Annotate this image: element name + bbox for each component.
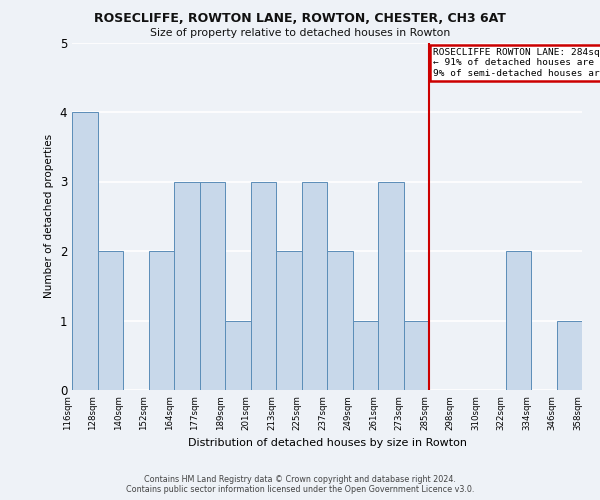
Text: Contains HM Land Registry data © Crown copyright and database right 2024.
Contai: Contains HM Land Registry data © Crown c… — [126, 474, 474, 494]
Bar — [353, 320, 378, 390]
Bar — [97, 251, 123, 390]
X-axis label: Distribution of detached houses by size in Rowton: Distribution of detached houses by size … — [187, 438, 467, 448]
Bar — [557, 320, 582, 390]
Bar — [149, 251, 174, 390]
Bar — [302, 182, 327, 390]
Bar — [327, 251, 353, 390]
Text: ROSECLIFFE ROWTON LANE: 284sqm
← 91% of detached houses are smaller (29)
9% of s: ROSECLIFFE ROWTON LANE: 284sqm ← 91% of … — [433, 48, 600, 78]
Bar — [404, 320, 429, 390]
Bar — [251, 182, 276, 390]
Bar — [225, 320, 251, 390]
Bar — [505, 251, 531, 390]
Bar — [378, 182, 404, 390]
Bar — [199, 182, 225, 390]
Bar — [276, 251, 302, 390]
Bar — [174, 182, 199, 390]
Y-axis label: Number of detached properties: Number of detached properties — [44, 134, 54, 298]
Text: ROSECLIFFE, ROWTON LANE, ROWTON, CHESTER, CH3 6AT: ROSECLIFFE, ROWTON LANE, ROWTON, CHESTER… — [94, 12, 506, 26]
Text: Size of property relative to detached houses in Rowton: Size of property relative to detached ho… — [150, 28, 450, 38]
Bar — [72, 112, 97, 390]
